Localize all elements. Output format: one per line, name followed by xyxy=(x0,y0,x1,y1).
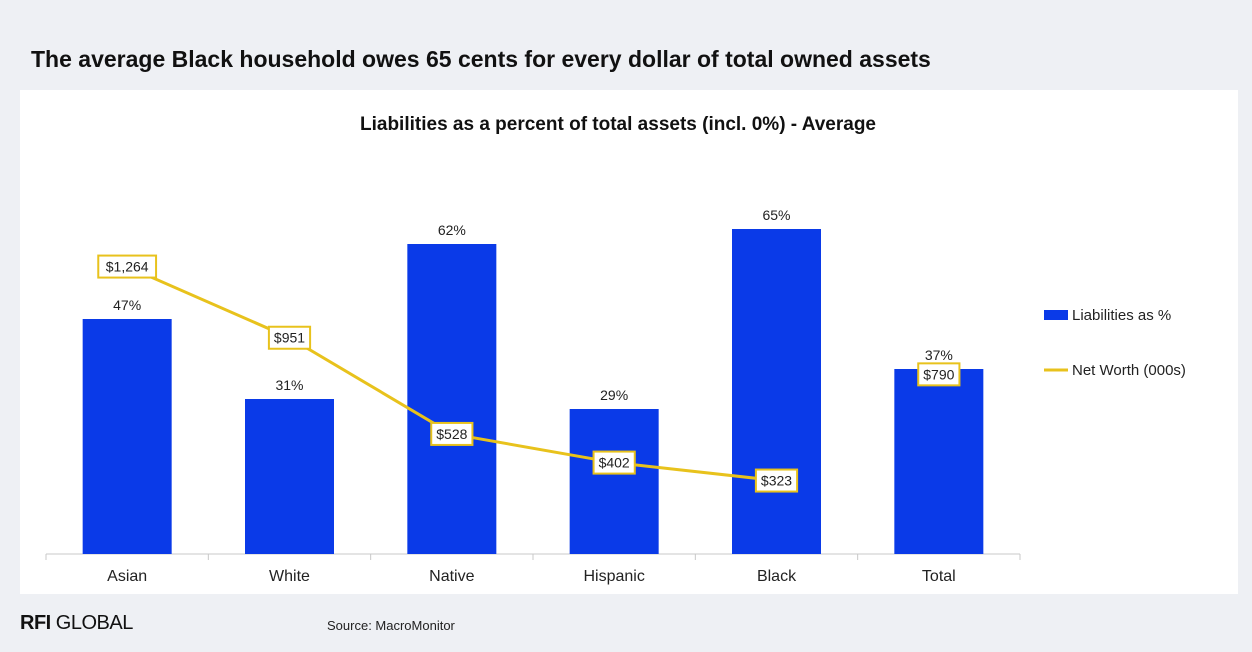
net-worth-label-asian: $1,264 xyxy=(106,259,149,275)
net-worth-label-box xyxy=(267,325,312,350)
bar-asian xyxy=(82,319,172,554)
net-worth-label-total: $790 xyxy=(923,366,954,382)
bar-label-black: 65% xyxy=(762,207,790,223)
logo-rest-text: GLOBAL xyxy=(50,612,134,634)
x-axis-tick-labels: Asian White Native Hispanic Black Total xyxy=(107,568,956,585)
net-worth-label-box xyxy=(754,468,799,493)
chart-panel: Liabilities as a percent of total assets… xyxy=(20,90,1238,594)
legend: Liabilities as % Net Worth (000s) xyxy=(1044,307,1186,379)
logo-strong-text: RFI xyxy=(20,612,51,634)
rfi-global-logo: RFI GLOBAL xyxy=(20,612,133,635)
category-label-black: Black xyxy=(757,568,797,585)
bar-white xyxy=(245,399,334,554)
bar-data-labels: 47% 31% 62% 29% 65% 37% xyxy=(113,207,953,403)
net-worth-label-box xyxy=(430,421,474,446)
category-label-hispanic: Hispanic xyxy=(583,568,644,585)
net-worth-point-native: $528 xyxy=(430,421,474,446)
bar-label-hispanic: 29% xyxy=(600,387,628,403)
bar-native xyxy=(407,244,497,554)
bar-label-native: 62% xyxy=(438,222,466,238)
net-worth-point-black: $323 xyxy=(754,468,799,493)
chart-svg: Liabilities as a percent of total assets… xyxy=(45,114,1186,585)
source-note: Source: MacroMonitor xyxy=(327,618,455,633)
bar-series xyxy=(82,229,984,554)
category-label-asian: Asian xyxy=(107,568,147,585)
bar-label-total: 37% xyxy=(925,347,953,363)
net-worth-label-black: $323 xyxy=(761,473,792,489)
bar-label-white: 31% xyxy=(275,377,303,393)
bar-total xyxy=(894,369,984,554)
category-label-total: Total xyxy=(922,568,956,585)
net-worth-point-asian: $1,264 xyxy=(97,254,158,279)
net-worth-point-white: $951 xyxy=(267,325,312,350)
net-worth-data-labels: $1,264 $951 $528 $402 $323 $790 xyxy=(97,254,961,493)
legend-label-liabilities: Liabilities as % xyxy=(1072,307,1171,324)
bar-hispanic xyxy=(569,409,659,554)
net-worth-point-hispanic: $402 xyxy=(592,450,636,475)
x-axis-ticks xyxy=(45,554,1021,560)
net-worth-label-box xyxy=(917,362,961,387)
legend-label-net-worth: Net Worth (000s) xyxy=(1072,362,1186,379)
legend-swatch-liabilities xyxy=(1044,310,1068,320)
page-title: The average Black household owes 65 cent… xyxy=(31,46,931,72)
net-worth-label-box xyxy=(97,254,158,279)
chart-title: Liabilities as a percent of total assets… xyxy=(360,114,876,135)
net-worth-label-box xyxy=(592,450,636,475)
category-label-white: White xyxy=(269,568,310,585)
net-worth-label-white: $951 xyxy=(274,330,305,346)
net-worth-point-total: $790 xyxy=(917,362,961,387)
net-worth-label-native: $528 xyxy=(436,426,467,442)
bar-black xyxy=(732,229,821,554)
category-label-native: Native xyxy=(429,568,474,585)
bar-label-asian: 47% xyxy=(113,297,141,313)
net-worth-label-hispanic: $402 xyxy=(599,455,630,471)
